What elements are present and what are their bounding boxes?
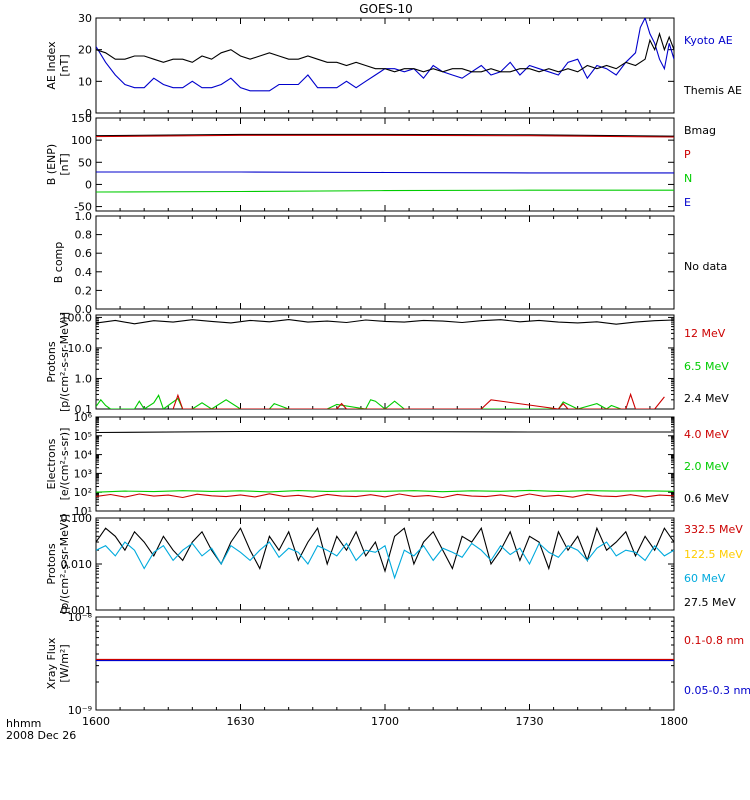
y-axis-label: Electrons [45,438,58,489]
legend-entry: No data [684,260,727,273]
y-tick-label: 0.8 [75,229,93,242]
y-tick-label: 0.4 [75,266,93,279]
y-tick-label: 10⁶ [74,411,93,424]
x-axis: 1600 1630 1700 1730 1800 [82,715,688,728]
legend-entry: 0.6 MeV [684,492,729,505]
series-2-4-mev [96,319,674,325]
y-axis-label: [W/m²] [58,644,71,682]
series-27-5-mev [96,526,674,573]
y-tick-label: 10² [74,486,92,499]
legend-entry: Themis AE [683,84,742,97]
panel-frame [95,616,675,711]
panel-bfield: -50 0 50 100 150 B (ENP) [nT] Bmag PNE [45,112,716,214]
figure-title: GOES-10 [359,2,413,16]
y-tick-label: 10¹ [74,505,92,518]
legend-entry: 4.0 MeV [684,428,729,441]
legend-entry: 27.5 MeV [684,596,736,609]
series-n [96,189,674,193]
x-tick-label: 1700 [371,715,399,728]
y-tick-label: 20 [78,44,92,57]
legend-entry: Bmag [684,124,716,137]
y-tick-label: 1.0 [75,372,93,385]
series-2-0-mev [96,489,674,493]
panel-protons2: 0.001 0.010 0.100 Protons [p/(cm²-s-sr-MeV)]… [45,512,743,617]
panel-frame [95,314,675,410]
y-tick-label: 0 [85,178,92,191]
y-tick-label: 50 [78,156,92,169]
y-tick-label: 10⁴ [74,449,93,462]
y-axis-label: B (ENP) [45,144,58,185]
y-tick-label: 1.0 [75,210,93,223]
y-axis-label: B comp [52,242,65,284]
legend-entry: 2.0 MeV [684,460,729,473]
y-axis-label: [nT] [58,153,71,175]
series-p [96,134,674,138]
y-tick-label: 10⁵ [74,430,92,443]
y-axis-label: [p/(cm²-s-sr-MeV)] [58,312,71,412]
y-tick-label: 10.0 [68,342,93,355]
series-e [96,171,674,174]
y-axis-label: Xray Flux [45,637,58,689]
legend-entry: 2.4 MeV [684,392,729,405]
legend-entry: P [684,148,691,161]
y-tick-label: 0.0 [75,303,93,316]
legend-entry: Kyoto AE [684,34,733,47]
legend-entry: 0.05-0.3 nm [684,684,750,697]
y-tick-label: 0.6 [75,247,93,260]
x-tick-label: 1600 [82,715,110,728]
y-axis-label: [e/(cm²-s-sr)] [58,428,71,501]
y-tick-label: 0.010 [61,558,93,571]
y-axis-label: Protons [45,341,58,382]
x-axis-hhmm-label: hhmm [6,717,41,730]
x-tick-label: 1800 [660,715,688,728]
y-tick-label: 10³ [74,467,92,480]
legend-entry: 332.5 MeV [684,523,743,536]
y-tick-label: 100.0 [61,311,93,324]
panel-xray: 10⁻⁹ 10⁻⁸ Xray Flux [W/m²] 0.1-0.8 nm 0.05-0.… [45,611,750,717]
legend-entry: N [684,172,692,185]
y-axis-label: [nT] [58,54,71,76]
panel-ae: 0 10 20 30 AE Index [nT] Kyoto AE Themis AE [45,12,742,120]
x-axis-date-label: 2008 Dec 26 [6,729,76,742]
y-axis-label: AE Index [45,41,58,90]
y-tick-label: 0 [85,107,92,120]
legend-entry: 122.5 MeV [684,548,743,561]
y-tick-label: 0.100 [61,512,93,525]
y-tick-label: 10⁻⁹ [68,704,92,717]
panel-electrons: 10¹ 10² 10³ 10⁴ 10⁵ 10⁶ Electrons [e/(cm²-s-sr)… [45,411,729,518]
y-tick-label: 10⁻⁸ [68,611,93,624]
panel-frame [95,215,675,310]
panel-bcomp: 0.0 0.2 0.4 0.6 0.8 1.0 B comp No data [52,210,727,316]
y-axis-label: Protons [45,543,58,584]
y-tick-label: 0.1 [75,403,93,416]
legend-entry: E [684,196,691,209]
legend-entry: 6.5 MeV [684,360,729,373]
series-12-mev [172,392,665,409]
panel-protons1: 0.1 1.0 10.0 100.0 Protons [p/(cm²-s-sr-MeV)]… [45,311,729,416]
y-tick-label: -50 [74,201,92,214]
y-tick-label: 150 [71,112,92,125]
series-kyoto-ae [96,18,674,92]
y-tick-label: 30 [78,12,92,25]
legend-entry: 60 MeV [684,572,726,585]
series-60-mev [96,541,674,580]
panel-frame [95,117,675,212]
x-tick-label: 1730 [516,715,544,728]
series-0-6-mev [96,430,674,434]
series-themis-ae [96,31,674,73]
y-tick-label: 100 [71,134,92,147]
x-tick-label: 1630 [227,715,255,728]
series-4-0-mev [96,493,674,499]
y-tick-label: 0.2 [75,284,93,297]
y-tick-label: 10 [78,75,92,88]
series-bmag [96,133,674,137]
legend-entry: 0.1-0.8 nm [684,634,744,647]
y-tick-label: 0.001 [61,604,93,617]
legend-entry: 12 MeV [684,327,726,340]
y-axis-label: [p/(cm²-s-sr-MeV)] [58,514,71,614]
panel-frame [95,517,675,611]
